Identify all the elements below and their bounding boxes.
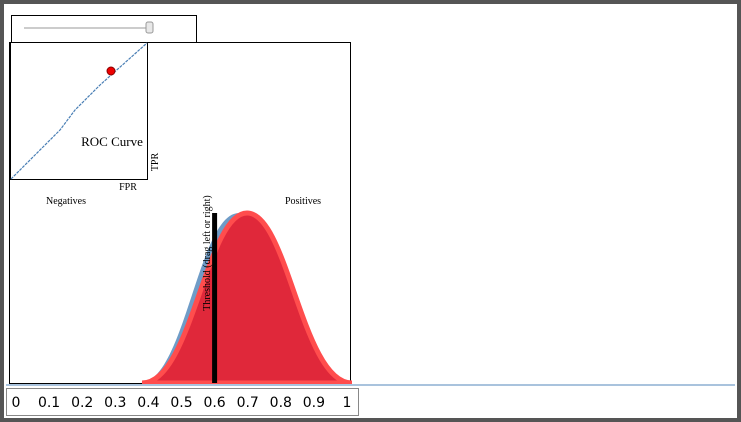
tick-label: 0.7 (237, 395, 259, 411)
axis-box (6, 388, 359, 416)
tick-label: 0.6 (203, 395, 225, 411)
tick-label: 0.8 (270, 395, 292, 411)
axis-ticks: 0 0.1 0.2 0.3 0.4 0.5 0.6 0.7 0.8 0.9 1 (12, 395, 352, 411)
tick-label: 0.5 (170, 395, 192, 411)
tick-label: 1 (343, 395, 352, 411)
tick-label: 0.4 (137, 395, 159, 411)
roc-point (106, 66, 116, 76)
tick-label: 0.9 (303, 395, 325, 411)
roc-title: ROC Curve (81, 134, 143, 149)
roc-x-label: FPR (119, 182, 137, 193)
tick-label: 0.2 (71, 395, 93, 411)
slider-thumb[interactable] (145, 21, 154, 34)
tick-label: 0.1 (38, 395, 60, 411)
tick-label: 0.3 (104, 395, 126, 411)
roc-panel (10, 42, 148, 180)
roc-y-label: TPR (150, 153, 161, 172)
negatives-label: Negatives (46, 196, 86, 207)
positives-curve (141, 210, 353, 386)
roc-curve (10, 42, 148, 180)
threshold-label: Threshold (drag left or right) (202, 195, 213, 311)
threshold-line[interactable] (212, 213, 218, 383)
positives-label: Positives (285, 196, 321, 207)
tick-label: 0 (12, 395, 21, 411)
